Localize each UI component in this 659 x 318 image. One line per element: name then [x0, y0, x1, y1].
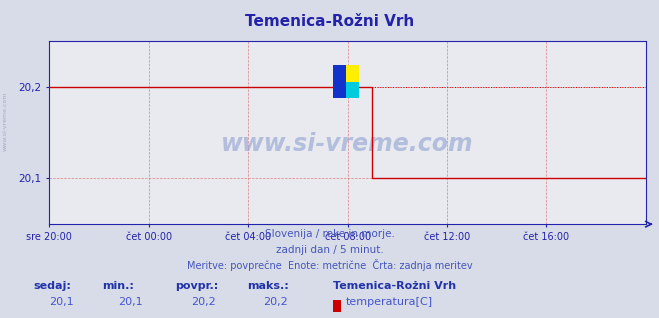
- Text: Slovenija / reke in morje.: Slovenija / reke in morje.: [264, 229, 395, 239]
- Text: 20,2: 20,2: [264, 297, 289, 307]
- Text: maks.:: maks.:: [247, 281, 289, 291]
- Text: www.si-vreme.com: www.si-vreme.com: [221, 132, 474, 156]
- Text: 20,1: 20,1: [119, 297, 143, 307]
- Text: 20,1: 20,1: [49, 297, 74, 307]
- Text: sedaj:: sedaj:: [33, 281, 71, 291]
- Text: temperatura[C]: temperatura[C]: [346, 297, 433, 307]
- Text: min.:: min.:: [102, 281, 134, 291]
- Bar: [346, 81, 359, 98]
- Text: zadnji dan / 5 minut.: zadnji dan / 5 minut.: [275, 245, 384, 255]
- Bar: [346, 65, 359, 81]
- Text: 20,2: 20,2: [191, 297, 216, 307]
- Text: Temenica-Rożni Vrh: Temenica-Rożni Vrh: [333, 281, 456, 291]
- Text: Temenica-Rožni Vrh: Temenica-Rožni Vrh: [245, 14, 414, 29]
- Bar: [333, 65, 346, 98]
- Text: povpr.:: povpr.:: [175, 281, 218, 291]
- Text: www.si-vreme.com: www.si-vreme.com: [3, 91, 8, 151]
- Text: Meritve: povprečne  Enote: metrične  Črta: zadnja meritev: Meritve: povprečne Enote: metrične Črta:…: [186, 259, 473, 271]
